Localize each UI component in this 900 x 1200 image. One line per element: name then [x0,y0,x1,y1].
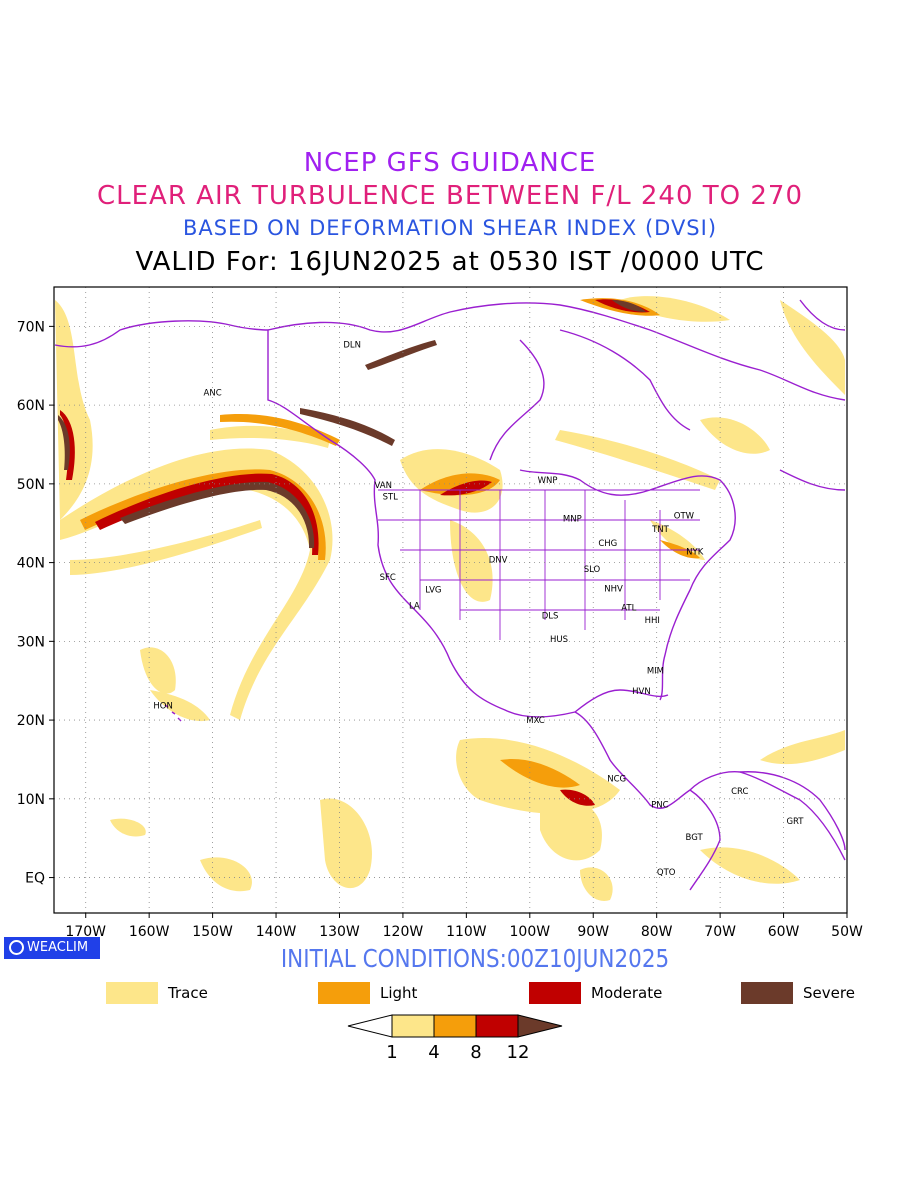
lat-tick-label: 60N [17,398,45,414]
lon-tick-label: 170W [65,924,106,940]
trace-turbulence-areas [55,296,845,901]
station-label-anc: ANC [204,389,222,399]
station-label-otw: OTW [674,512,695,522]
station-labels: ANC DLN VAN STL WNP MNP OTW TNT CHG NYK DNV SFC SLO L… [153,341,804,879]
lon-tick-label: 60W [768,924,800,940]
brand-label: WEACLIM [27,940,89,955]
lon-tick-label: 110W [446,924,487,940]
lon-tick-label: 160W [129,924,170,940]
legend-swatch-severe [741,982,793,1004]
station-label-sfc: SFC [380,573,396,583]
lat-tick-label: 10N [17,792,45,808]
station-label-qto: QTO [657,868,676,878]
title-line-3: BASED ON DEFORMATION SHEAR INDEX (DVSI) [182,216,718,240]
station-label-mnp: MNP [563,515,582,525]
colorbar-tick-1: 1 [386,1042,397,1063]
lat-tick-label: 50N [17,477,45,493]
title-line-4: VALID For: 16JUN2025 at 0530 IST /0000 U… [135,247,765,277]
station-label-dln: DLN [343,341,361,351]
station-label-dls: DLS [542,612,559,622]
lat-tick-label: 20N [17,713,45,729]
weaclim-logo-badge: WEACLIM [4,937,100,959]
legend-label-severe: Severe [803,984,855,1002]
station-label-mim: MIM [647,667,664,677]
graticule [54,287,847,913]
lon-tick-label: 140W [256,924,297,940]
station-label-wnp: WNP [538,476,558,486]
lon-tick-label: 50W [831,924,863,940]
station-label-hhi: HHI [645,616,660,626]
severe-turbulence-areas [58,300,646,548]
lat-tick-label: 70N [17,319,45,335]
initial-conditions-label: INITIAL CONDITIONS:00Z10JUN2025 [280,944,670,973]
lat-tick-label: EQ [25,871,45,887]
legend-label-light: Light [380,984,418,1002]
station-label-hon: HON [153,701,172,711]
station-label-stl: STL [383,493,399,503]
station-label-dnv: DNV [489,556,508,566]
lat-tick-label: 40N [17,556,45,572]
station-label-tnt: TNT [651,525,670,535]
station-label-nhv: NHV [604,585,623,595]
station-label-crc: CRC [731,787,748,797]
station-label-pnc: PNC [651,800,668,810]
axis-ticks: 170W 160W 150W 140W 130W 120W 110W 100W 90W 80W 70… [17,319,863,940]
lon-tick-label: 80W [641,924,673,940]
station-label-chg: CHG [598,539,617,549]
lon-tick-label: 150W [192,924,233,940]
lat-tick-label: 30N [17,634,45,650]
legend-swatch-moderate [529,982,581,1004]
station-label-mxc: MXC [526,716,545,726]
station-label-ncg: NCG [607,775,626,785]
legend-swatch-light [318,982,370,1004]
legend-label-moderate: Moderate [591,984,663,1002]
lon-tick-label: 120W [383,924,424,940]
lon-tick-label: 70W [704,924,736,940]
station-label-atl: ATL [621,604,636,614]
map-frame [53,286,848,914]
station-label-hus: HUS [550,635,568,645]
colorbar-tick-12: 12 [507,1042,530,1063]
station-label-nyk: NYK [686,548,704,558]
legend-swatch-trace [106,982,158,1004]
title-line-1: NCEP GFS GUIDANCE [303,148,597,178]
station-label-bgt: BGT [686,833,704,843]
colorbar: 1 4 8 12 [347,1014,563,1063]
colorbar-tick-8: 8 [470,1042,481,1063]
legend-label-trace: Trace [168,984,208,1002]
station-label-lvg: LVG [425,586,441,596]
station-label-grt: GRT [786,817,804,827]
station-label-la: LA [409,601,420,611]
station-label-slo: SLO [584,565,601,575]
lon-tick-label: 90W [577,924,609,940]
map-plot-area: ANC DLN VAN STL WNP MNP OTW TNT CHG NYK DNV SFC SLO L… [54,287,847,913]
station-label-hvn: HVN [632,687,651,697]
lon-tick-label: 100W [510,924,551,940]
station-label-van: VAN [375,481,392,491]
colorbar-tick-4: 4 [428,1042,439,1063]
title-line-2: CLEAR AIR TURBULENCE BETWEEN F/L 240 TO … [96,181,804,211]
coastlines [54,299,846,891]
state-borders [378,489,700,640]
lon-tick-label: 130W [319,924,360,940]
logo-ring-icon [9,940,24,955]
